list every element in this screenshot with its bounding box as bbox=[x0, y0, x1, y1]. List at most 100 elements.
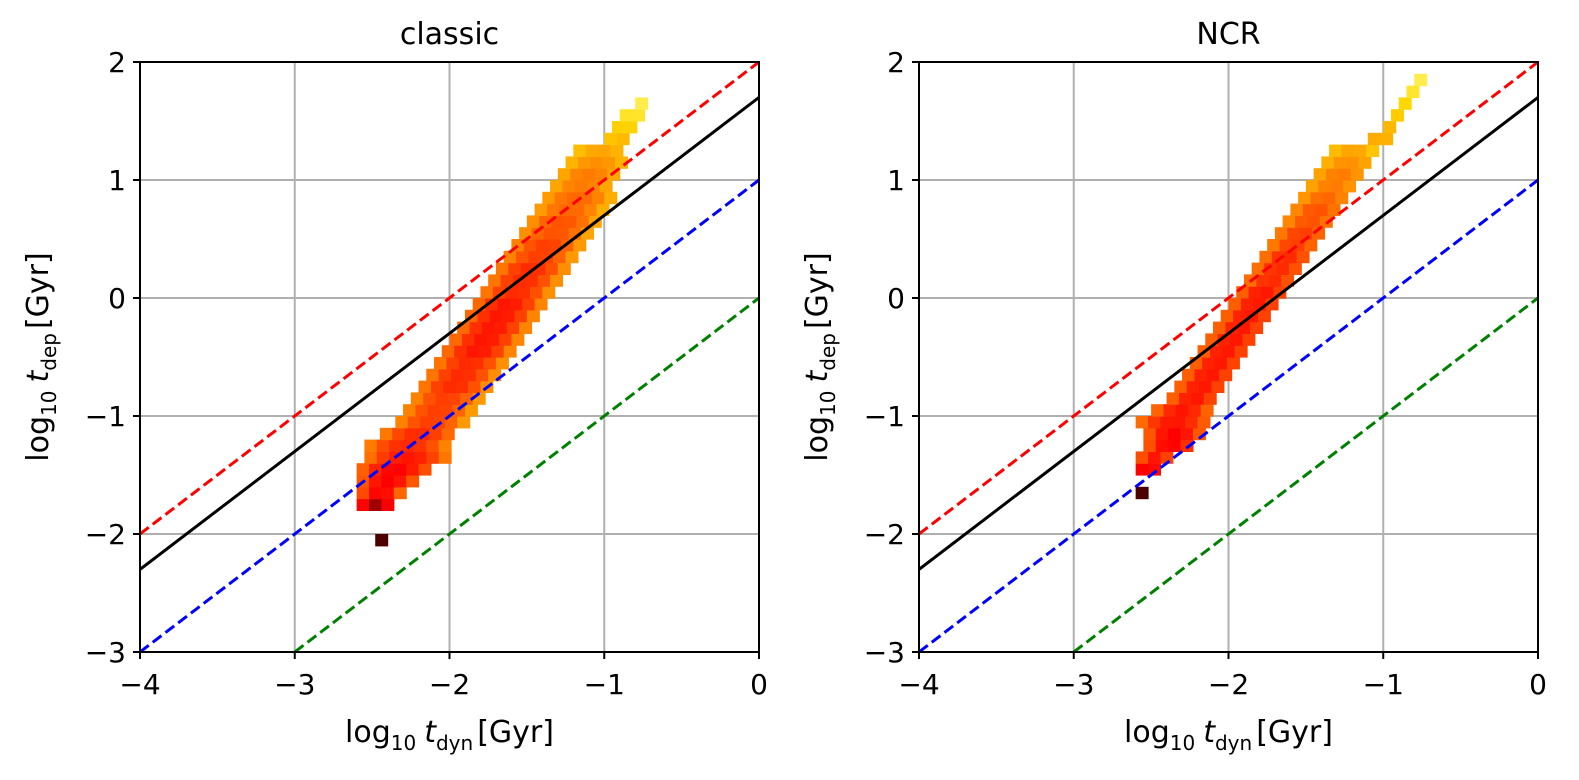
heatmap-cell bbox=[1327, 203, 1341, 216]
heatmap-cell bbox=[537, 274, 551, 287]
heatmap-cell bbox=[1281, 274, 1295, 287]
heatmap-cell bbox=[464, 404, 478, 417]
heatmap-cell bbox=[1166, 392, 1180, 405]
heatmap-cell bbox=[598, 144, 612, 157]
heatmap-cell bbox=[1143, 427, 1157, 441]
heatmap-cell bbox=[1135, 451, 1149, 464]
heatmap-cell bbox=[570, 168, 584, 181]
heatmap-cell bbox=[604, 132, 618, 146]
x-tick-label: −4 bbox=[119, 668, 160, 701]
heatmap-cell bbox=[463, 368, 477, 382]
heatmap-cell bbox=[1288, 262, 1302, 275]
heatmap-cell bbox=[1163, 404, 1177, 417]
heatmap-cell bbox=[590, 156, 604, 169]
heatmap-cell bbox=[1185, 416, 1199, 429]
heatmap-cell bbox=[564, 215, 577, 228]
heatmap-cell bbox=[454, 345, 468, 358]
heatmap-cell bbox=[1338, 168, 1352, 181]
heatmap-cell bbox=[441, 427, 455, 441]
y-tick-label: −2 bbox=[864, 518, 905, 551]
heatmap-cell bbox=[1366, 144, 1380, 157]
heatmap-cell bbox=[474, 333, 488, 346]
heatmap-cell bbox=[531, 227, 545, 240]
label-log-base: 10 bbox=[37, 391, 61, 416]
heatmap-cell bbox=[1230, 333, 1244, 346]
y-axis-label: log10 tdep [Gyr] bbox=[21, 252, 61, 461]
heatmap-cell bbox=[619, 109, 633, 122]
heatmap-cell bbox=[461, 333, 475, 346]
heatmap-cell bbox=[1172, 416, 1186, 429]
x-tick-label: −2 bbox=[429, 668, 470, 701]
heatmap-cell bbox=[457, 416, 471, 429]
heatmap-cell bbox=[481, 321, 495, 334]
heatmap-cell bbox=[1353, 144, 1367, 157]
heatmap-cell bbox=[356, 486, 370, 500]
heatmap-cell bbox=[1325, 168, 1339, 181]
heatmap-cell bbox=[435, 392, 449, 405]
label-symbol-sub: dep bbox=[816, 333, 840, 371]
label-symbol: t bbox=[424, 715, 437, 750]
heatmap-cell bbox=[632, 109, 646, 122]
heatmap-cell bbox=[478, 345, 492, 358]
heatmap-cell bbox=[565, 250, 579, 264]
heatmap-cell bbox=[1202, 357, 1216, 370]
y-tick-label: −1 bbox=[864, 400, 905, 433]
heatmap-cell bbox=[1194, 368, 1208, 382]
heatmap-cell bbox=[584, 203, 598, 216]
heatmap-cell bbox=[529, 286, 543, 299]
label-symbol-sub: dyn bbox=[1215, 731, 1252, 755]
heatmap-cell bbox=[546, 203, 560, 216]
heatmap-cell bbox=[1330, 180, 1344, 193]
label-symbol-sub: dyn bbox=[436, 731, 473, 755]
label-unit: [Gyr] bbox=[1256, 715, 1333, 750]
heatmap-cell bbox=[1182, 368, 1196, 382]
heatmap-cell bbox=[1213, 321, 1227, 334]
black-solid-line bbox=[919, 96, 1538, 571]
heatmap-cell bbox=[440, 404, 454, 417]
heatmap-cell bbox=[1302, 203, 1316, 216]
y-tick-label: 1 bbox=[887, 164, 905, 197]
heatmap-cell bbox=[426, 368, 440, 382]
chart-title: classic bbox=[400, 17, 499, 52]
heatmap-cell bbox=[1313, 168, 1327, 181]
heatmap-cell bbox=[548, 239, 562, 252]
heatmap-cell bbox=[543, 227, 557, 240]
heatmap-cell bbox=[489, 309, 503, 323]
heatmap-cell bbox=[1358, 156, 1372, 169]
heatmap-cell bbox=[1240, 298, 1254, 311]
heatmap-cell bbox=[495, 357, 509, 370]
heatmap-cell bbox=[635, 97, 649, 110]
heatmap-cell bbox=[458, 357, 472, 370]
heatmap-cell bbox=[1296, 250, 1310, 264]
heatmap-cell bbox=[1304, 239, 1318, 252]
heatmap-cell bbox=[395, 416, 409, 429]
label-unit: [Gyr] bbox=[477, 715, 554, 750]
heatmap-cell bbox=[410, 392, 424, 405]
heatmap-cell bbox=[1257, 309, 1271, 323]
heatmap-cell bbox=[1305, 180, 1319, 193]
heatmap-cell bbox=[444, 416, 458, 429]
heatmap-cell bbox=[610, 144, 624, 157]
heatmap-cell bbox=[1188, 404, 1202, 417]
heatmap-cell bbox=[1276, 262, 1290, 275]
heatmap-cell bbox=[526, 309, 540, 323]
heatmap-cell bbox=[1406, 85, 1420, 98]
heatmap-cell bbox=[1191, 392, 1205, 405]
label-unit: [Gyr] bbox=[800, 252, 835, 329]
heatmap-cell bbox=[579, 191, 593, 205]
heatmap-cell bbox=[364, 439, 378, 452]
y-tick-label: 0 bbox=[887, 282, 905, 315]
x-tick-label: −3 bbox=[274, 668, 315, 701]
heatmap-cell bbox=[1220, 309, 1234, 323]
heatmap-cell bbox=[522, 298, 536, 311]
heatmap-cell bbox=[376, 451, 390, 464]
heatmap-cell bbox=[539, 215, 553, 228]
heatmap-cell bbox=[1242, 333, 1256, 346]
heatmap-cell bbox=[455, 380, 469, 393]
heatmap-cell bbox=[1209, 345, 1223, 358]
heatmap-cell bbox=[1271, 250, 1285, 264]
heatmap-cell bbox=[582, 168, 596, 181]
heatmap-cell bbox=[1143, 439, 1157, 452]
